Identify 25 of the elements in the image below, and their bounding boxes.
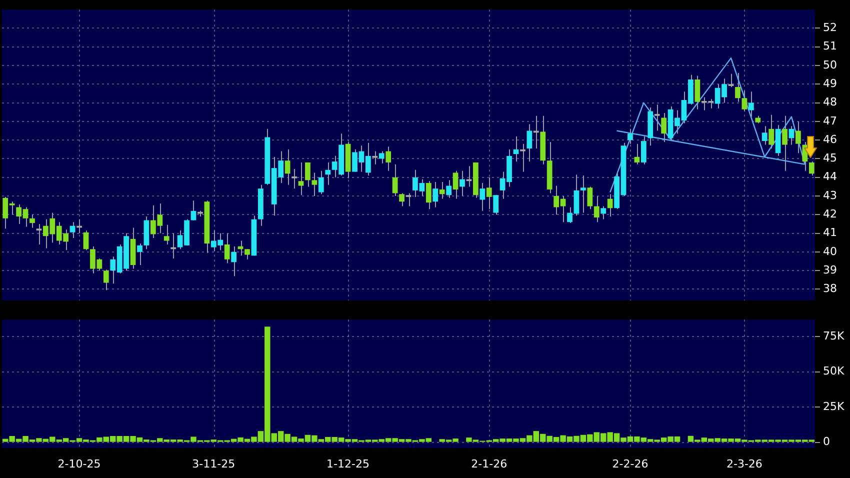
y-tick-label: 42 <box>823 208 837 221</box>
y-tick-label: 45 <box>823 152 837 165</box>
x-tick-label: 3-11-25 <box>192 457 236 470</box>
y-tick-label: 38 <box>823 282 837 296</box>
y-tick-label: 49 <box>823 77 837 90</box>
y-tick-label: 75K <box>823 329 845 342</box>
y-tick-label: 48 <box>823 96 837 109</box>
y-tick-label: 50K <box>823 364 845 378</box>
y-tick-label: 52 <box>823 21 837 34</box>
y-tick-label: 44 <box>823 170 837 184</box>
y-tick-label: 41 <box>823 226 837 240</box>
y-tick-label: 50 <box>823 58 837 72</box>
y-tick-label: 0 <box>823 435 830 448</box>
x-tick-label: 2-10-25 <box>58 457 101 470</box>
y-tick-label: 39 <box>823 263 837 276</box>
y-tick-label: 43 <box>823 188 837 202</box>
y-tick-label: 40 <box>823 244 837 258</box>
x-tick-label: 2-1-26 <box>471 457 508 470</box>
y-tick-label: 51 <box>823 40 837 53</box>
y-tick-label: 25K <box>823 400 845 413</box>
x-tick-label: 2-2-26 <box>612 457 648 470</box>
y-tick-label: 46 <box>823 132 837 146</box>
y-tick-label: 47 <box>823 114 837 128</box>
x-tick-label: 1-12-25 <box>326 457 370 470</box>
x-tick-label: 2-3-26 <box>726 457 762 470</box>
